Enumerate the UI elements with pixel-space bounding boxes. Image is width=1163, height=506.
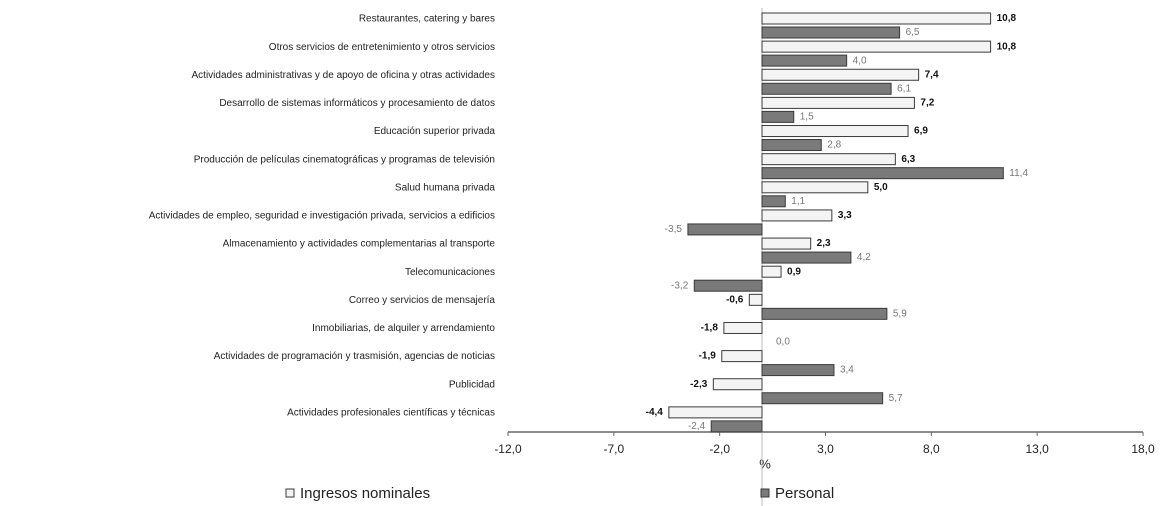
- legend-label: Personal: [775, 485, 834, 502]
- bar: [761, 82, 892, 95]
- bar: [761, 209, 833, 222]
- legend-swatch: [285, 488, 295, 498]
- bar: [761, 195, 786, 208]
- bar: [761, 153, 896, 166]
- value-label: -0,6: [726, 294, 744, 305]
- bar: [761, 125, 909, 138]
- value-label: 11,4: [1009, 168, 1028, 179]
- category-label: Producción de películas cinematográficas…: [194, 154, 495, 165]
- legend-label: Ingresos nominales: [300, 485, 430, 502]
- bar: [712, 378, 763, 391]
- bar: [761, 265, 782, 278]
- bar: [761, 139, 822, 152]
- value-label: 1,5: [800, 112, 814, 123]
- bar: [693, 279, 763, 292]
- value-label: 3,4: [840, 365, 854, 376]
- x-tick-label: -12,0: [494, 442, 522, 456]
- bar: [761, 26, 901, 39]
- bar: [668, 406, 763, 419]
- x-axis-label: %: [759, 456, 771, 471]
- value-label: 6,1: [897, 83, 911, 94]
- bar: [748, 293, 763, 306]
- bar: [761, 181, 869, 194]
- value-label: -3,2: [671, 280, 689, 291]
- value-label: -1,9: [699, 351, 717, 362]
- value-label: 7,2: [920, 98, 934, 109]
- category-label: Salud humana privada: [395, 182, 496, 193]
- value-label: 10,8: [997, 13, 1017, 24]
- category-label: Actividades administrativas y de apoyo d…: [192, 70, 496, 81]
- value-label: -3,5: [665, 224, 683, 235]
- value-label: 6,9: [914, 126, 928, 137]
- category-label: Restaurantes, catering y bares: [359, 14, 495, 25]
- bar: [687, 223, 763, 236]
- value-label: 3,3: [838, 210, 852, 221]
- bar: [761, 96, 915, 109]
- x-tick-label: 3,0: [817, 442, 834, 456]
- value-label: 10,8: [997, 41, 1017, 52]
- category-label: Almacenamiento y actividades complementa…: [223, 239, 496, 250]
- bar: [761, 251, 852, 264]
- value-label: 6,3: [901, 154, 915, 165]
- bar: [761, 364, 835, 377]
- category-label: Actividades profesionales científicas y …: [287, 408, 495, 419]
- bar: [761, 237, 812, 250]
- value-label: 5,9: [893, 308, 907, 319]
- bar: [761, 12, 992, 25]
- value-label: -1,8: [701, 323, 719, 334]
- value-label: 1,1: [791, 196, 805, 207]
- category-label: Publicidad: [449, 379, 495, 390]
- category-label: Otros servicios de entretenimiento y otr…: [269, 42, 495, 53]
- bar: [761, 68, 920, 81]
- value-label: 7,4: [925, 69, 939, 80]
- category-label: Telecomunicaciones: [405, 267, 495, 278]
- bar: [710, 420, 763, 433]
- value-label: 2,8: [827, 140, 841, 151]
- value-label: 2,3: [817, 238, 831, 249]
- value-label: 0,0: [776, 337, 790, 348]
- category-label: Desarrollo de sistemas informáticos y pr…: [219, 98, 495, 109]
- bar: [761, 167, 1004, 180]
- value-label: 0,9: [787, 266, 801, 277]
- value-label: -2,4: [688, 421, 706, 432]
- bar: [761, 40, 992, 53]
- value-label: -4,4: [646, 407, 664, 418]
- bar: [761, 110, 795, 123]
- x-tick-label: 18,0: [1131, 442, 1155, 456]
- category-label: Actividades de programación y trasmisión…: [214, 351, 495, 362]
- value-label: 6,5: [906, 27, 920, 38]
- bar: [723, 321, 763, 334]
- category-label: Actividades de empleo, seguridad e inves…: [149, 211, 495, 222]
- category-label: Educación superior privada: [374, 126, 496, 137]
- value-label: 4,0: [853, 55, 867, 66]
- bar: [721, 350, 763, 363]
- x-tick-label: 8,0: [923, 442, 940, 456]
- bar: [761, 392, 884, 405]
- x-tick-label: 13,0: [1025, 442, 1049, 456]
- value-label: 5,0: [874, 182, 888, 193]
- value-label: -2,3: [690, 379, 708, 390]
- category-label: Correo y servicios de mensajería: [349, 295, 496, 306]
- x-tick-label: -7,0: [603, 442, 624, 456]
- value-label: 5,7: [889, 393, 903, 404]
- bar: [761, 307, 888, 320]
- x-tick-label: -2,0: [709, 442, 730, 456]
- legend-swatch: [760, 488, 770, 498]
- bar: [761, 54, 848, 67]
- category-label: Inmobiliarias, de alquiler y arrendamien…: [312, 323, 495, 334]
- value-label: 4,2: [857, 252, 871, 263]
